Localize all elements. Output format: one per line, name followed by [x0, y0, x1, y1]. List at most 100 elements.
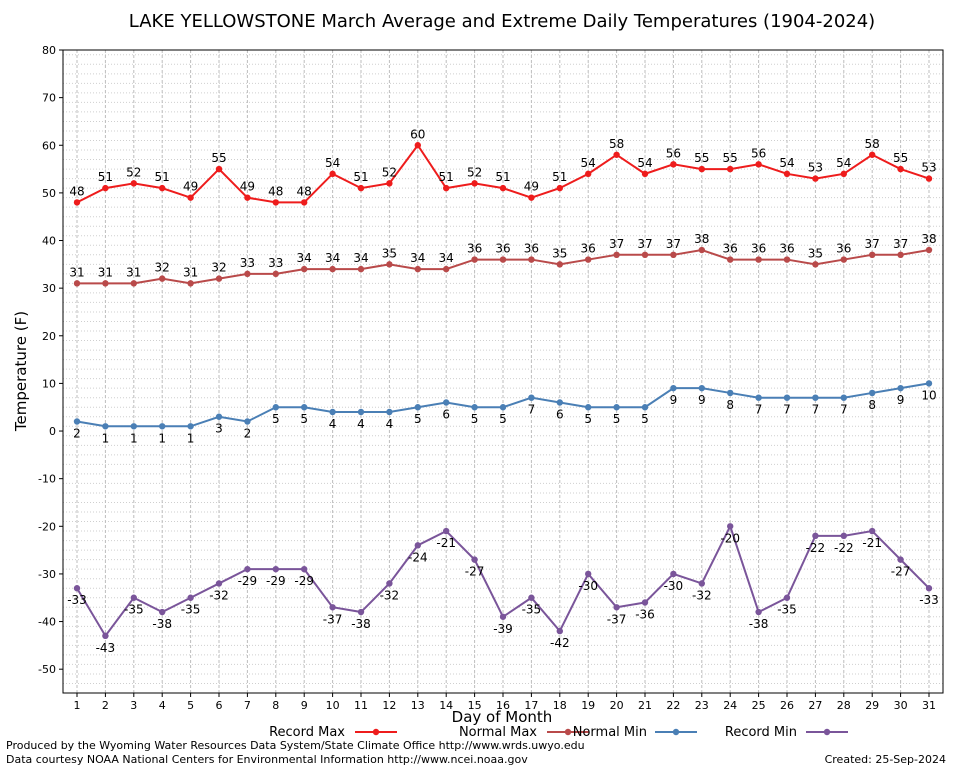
normal-max-point [528, 256, 535, 263]
normal-min-data-label: 5 [414, 412, 422, 426]
normal-max-data-label: 37 [666, 237, 681, 251]
record-min-data-label: -37 [323, 612, 343, 626]
record-max-data-label: 55 [211, 151, 226, 165]
normal-min-point [755, 394, 762, 401]
y-tick-label: 30 [42, 282, 56, 295]
normal-min-data-label: 7 [840, 403, 848, 417]
record-min-data-label: -39 [493, 622, 513, 636]
footer-produced-by: Produced by the Wyoming Water Resources … [6, 739, 585, 752]
x-tick-label: 17 [524, 699, 538, 712]
record-min-point [727, 523, 734, 530]
record-min-data-label: -35 [522, 603, 542, 617]
y-tick-label: -20 [38, 520, 56, 533]
normal-min-point [272, 404, 279, 411]
normal-max-data-label: 31 [183, 265, 198, 279]
record-min-point [102, 632, 109, 640]
record-min-point [783, 594, 791, 601]
legend-marker-normal-min [672, 728, 680, 736]
normal-max-point [414, 265, 421, 273]
legend-marker-normal-max [564, 728, 572, 736]
normal-min-data-label: 2 [244, 427, 252, 441]
chart-title: LAKE YELLOWSTONE March Average and Extre… [129, 11, 875, 32]
record-max-point [244, 194, 251, 201]
normal-min-point [670, 384, 677, 392]
x-tick-label: 6 [216, 699, 223, 712]
record-max-point [73, 199, 81, 206]
normal-max-point [329, 265, 336, 273]
normal-max-data-label: 37 [609, 237, 624, 251]
normal-min-data-label: 1 [158, 431, 166, 445]
record-max-point [414, 142, 421, 149]
normal-min-data-label: 8 [868, 398, 876, 412]
normal-max-point [925, 246, 933, 254]
record-max-point [641, 170, 649, 178]
record-min-data-label: -32 [380, 588, 400, 602]
normal-min-data-label: 7 [783, 403, 791, 417]
record-max-point [159, 184, 166, 192]
normal-max-data-label: 38 [921, 232, 936, 246]
normal-min-point [471, 404, 478, 411]
normal-min-data-label: 7 [755, 403, 763, 417]
record-min-data-label: -35 [777, 603, 797, 617]
record-max-point [471, 180, 478, 187]
legend-label-normal-max: Normal Max [459, 725, 537, 740]
record-max-point [897, 165, 904, 173]
x-tick-label: 30 [894, 699, 908, 712]
record-min-data-label: -33 [67, 593, 87, 607]
normal-min-point [443, 399, 450, 406]
normal-min-data-label: 5 [613, 412, 621, 426]
normal-min-data-label: 1 [130, 431, 138, 445]
normal-min-point [869, 389, 876, 397]
y-tick-label: 10 [42, 377, 56, 390]
y-axis: 80 70 60 50 40 30 20 10 0 -10 -20 -30 -40 -50 [38, 44, 63, 676]
normal-max-data-label: 36 [751, 242, 766, 256]
y-tick-label: -40 [38, 616, 56, 629]
normal-max-point [783, 256, 791, 263]
x-tick-label: 9 [301, 699, 308, 712]
normal-max-point [357, 265, 365, 273]
y-tick-label: 20 [42, 330, 56, 343]
record-min-point [159, 608, 166, 616]
record-max-data-label: 53 [921, 161, 936, 175]
legend-marker-record-min [823, 728, 831, 736]
normal-min-data-label: 1 [102, 431, 110, 445]
record-max-data-label: 52 [126, 165, 141, 179]
record-max-point [556, 184, 563, 192]
normal-min-point [925, 380, 933, 387]
record-min-data-label: -21 [436, 536, 456, 550]
normal-max-point [130, 280, 137, 287]
normal-min-point [499, 404, 507, 411]
record-min-point [471, 556, 478, 563]
x-tick-label: 21 [638, 699, 652, 712]
normal-min-point [244, 418, 251, 425]
normal-min-data-label: 9 [698, 393, 706, 407]
normal-max-point [641, 251, 649, 259]
normal-min-data-label: 7 [528, 403, 536, 417]
record-min-data-label: -22 [834, 541, 854, 555]
record-min-point [187, 594, 194, 601]
record-min-point [585, 570, 592, 578]
record-max-data-label: 51 [439, 170, 454, 184]
x-tick-label: 15 [468, 699, 482, 712]
normal-max-point [386, 261, 393, 268]
record-max-data-label: 54 [581, 156, 596, 170]
footer-created-date: Created: 25-Sep-2024 [824, 753, 946, 766]
normal-min-point [556, 399, 563, 406]
record-max-data-label: 52 [382, 165, 397, 179]
x-tick-label: 27 [808, 699, 822, 712]
x-tick-label: 10 [326, 699, 340, 712]
normal-max-data-label: 35 [552, 246, 567, 260]
record-max-point [357, 184, 365, 192]
record-max-data-label: 48 [268, 184, 283, 198]
record-min-point [613, 604, 620, 611]
normal-max-point [301, 265, 308, 273]
normal-max-data-label: 36 [524, 242, 539, 256]
x-tick-label: 13 [411, 699, 425, 712]
record-max-point [869, 151, 876, 158]
normal-min-point [386, 408, 393, 416]
record-min-point [414, 542, 421, 549]
normal-max-data-label: 34 [439, 251, 454, 265]
record-min-data-label: -36 [635, 608, 655, 622]
record-min-data-label: -22 [806, 541, 826, 555]
